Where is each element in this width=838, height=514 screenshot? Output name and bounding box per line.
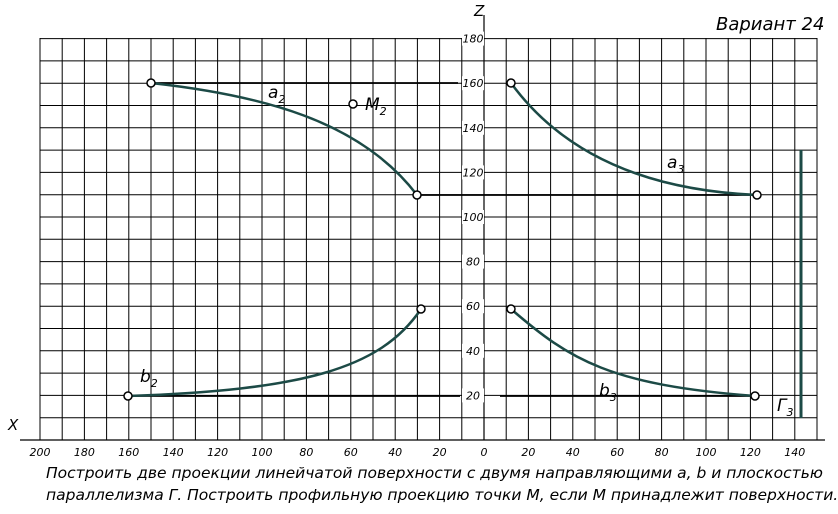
tick-bg bbox=[462, 120, 484, 135]
x-tick-label: 140 bbox=[784, 446, 805, 459]
point-m2 bbox=[348, 99, 358, 109]
letter: a bbox=[667, 153, 677, 173]
label-gamma3: Г3 bbox=[777, 396, 793, 419]
x-tick-label: 40 bbox=[566, 446, 580, 459]
subscript: 3 bbox=[610, 391, 617, 404]
label-a3: a3 bbox=[667, 153, 684, 176]
label-a2: a2 bbox=[268, 83, 285, 106]
curve-b2 bbox=[127, 308, 423, 398]
x-tick-label: 120 bbox=[207, 446, 228, 459]
z-tick-label: 180 bbox=[463, 33, 484, 46]
subscript: 2 bbox=[278, 93, 285, 106]
x-tick-label: 80 bbox=[299, 446, 313, 459]
label-m2: M2 bbox=[365, 95, 387, 118]
label-b3: b3 bbox=[599, 381, 617, 404]
x-tick-label: 180 bbox=[74, 446, 95, 459]
x-tick-label: 80 bbox=[655, 446, 669, 459]
tick-bg bbox=[462, 388, 484, 403]
letter: a bbox=[268, 83, 278, 103]
z-tick-label: 20 bbox=[466, 389, 480, 402]
subscript: 2 bbox=[151, 377, 158, 390]
tick-bg bbox=[462, 299, 484, 314]
x-tick-label: 160 bbox=[118, 446, 139, 459]
x-tick-label: 20 bbox=[433, 446, 447, 459]
point bbox=[752, 190, 762, 200]
z-tick-label: 40 bbox=[466, 345, 480, 358]
point bbox=[412, 190, 422, 200]
z-tick-label: 60 bbox=[466, 300, 480, 313]
variant: Вариант 24 bbox=[716, 14, 824, 35]
x-tick-label: 200 bbox=[30, 446, 51, 459]
z-tick-label: 160 bbox=[463, 77, 484, 90]
x-tick-label: 40 bbox=[388, 446, 402, 459]
x-tick-label: 100 bbox=[252, 446, 273, 459]
curve-b3 bbox=[510, 308, 756, 398]
point bbox=[146, 78, 156, 88]
tick-bg bbox=[462, 76, 484, 91]
letter: b bbox=[599, 381, 610, 401]
tick-bg bbox=[462, 210, 484, 224]
x-tick-label: 60 bbox=[344, 446, 358, 459]
caption-line: Построить две проекции линейчатой поверх… bbox=[46, 464, 823, 482]
letter: b bbox=[140, 367, 151, 387]
z-tick-label: 140 bbox=[463, 122, 484, 135]
tick-bg bbox=[462, 31, 484, 46]
x-tick-label: 20 bbox=[521, 446, 535, 459]
x-tick-label: 100 bbox=[696, 446, 717, 459]
tick-bg bbox=[462, 343, 484, 358]
subscript: 2 bbox=[380, 105, 387, 118]
point bbox=[123, 391, 133, 401]
z-tick-label: 100 bbox=[463, 211, 484, 224]
x-tick-label: 140 bbox=[163, 446, 184, 459]
x-axis-label: X bbox=[7, 416, 19, 434]
z-tick-label: 120 bbox=[463, 166, 484, 179]
point bbox=[506, 304, 516, 314]
label-b2: b2 bbox=[140, 367, 158, 390]
point bbox=[416, 304, 426, 314]
z-tick-label: 80 bbox=[466, 256, 480, 269]
tick-bg bbox=[462, 254, 484, 269]
x-tick-label: 120 bbox=[740, 446, 761, 459]
curve-a3 bbox=[509, 82, 758, 197]
z-axis-label: Z bbox=[473, 2, 485, 20]
point bbox=[750, 391, 760, 401]
caption-line: параллелизма Г. Построить профильную про… bbox=[46, 486, 838, 504]
x-tick-label: 0 bbox=[481, 446, 488, 459]
subscript: 3 bbox=[677, 163, 684, 176]
subscript: 3 bbox=[786, 406, 793, 419]
letter: Г bbox=[777, 396, 788, 416]
tick-bg bbox=[462, 165, 484, 180]
curve-a2 bbox=[150, 81, 418, 196]
x-tick-label: 60 bbox=[610, 446, 624, 459]
letter: M bbox=[365, 95, 380, 115]
point bbox=[506, 78, 516, 88]
